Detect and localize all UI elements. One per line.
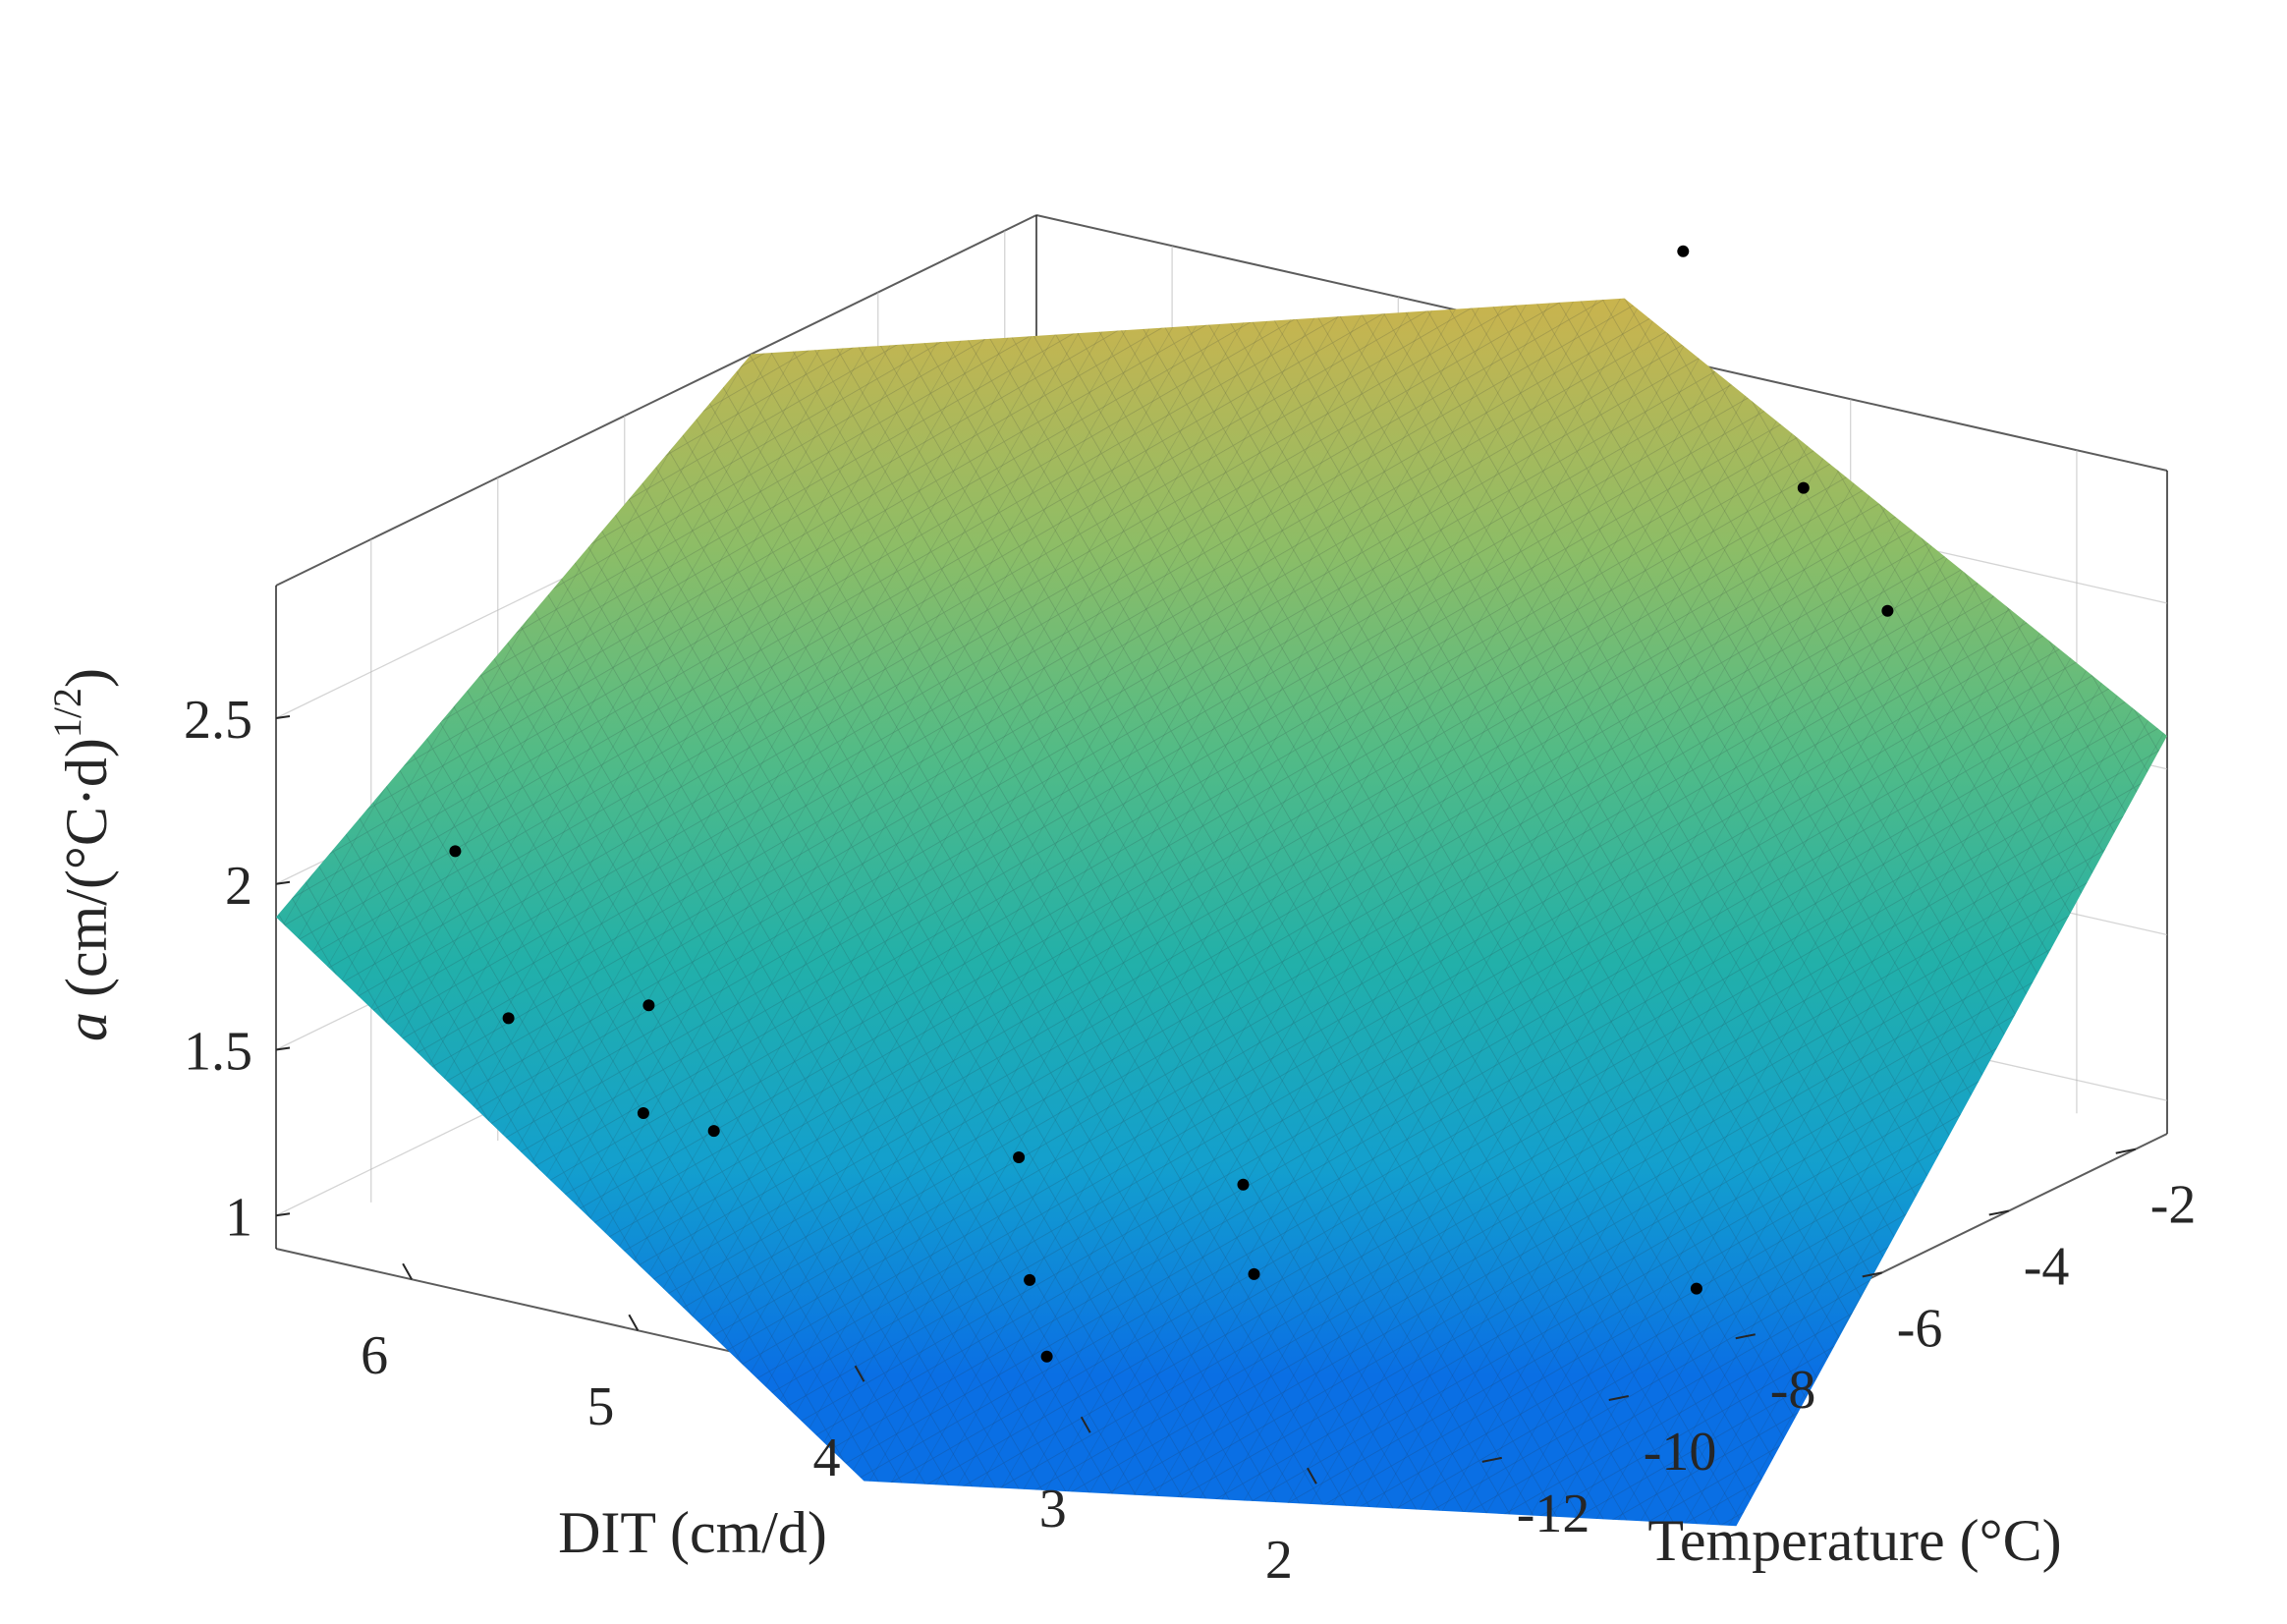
x-tick-label: 3 [1039,1479,1067,1540]
z-tick-label: 2 [225,856,252,917]
data-point [637,1107,649,1119]
data-point [1690,1282,1702,1295]
y-tick [1862,1271,1882,1278]
y-tick [1608,1395,1629,1402]
data-point [1237,1178,1250,1191]
data-point [1797,481,1810,494]
z-tick [275,1212,291,1217]
data-point [707,1125,720,1138]
z-axis-label-unit: (cm/(°C·d) [54,738,119,1012]
y-tick-label: -8 [1770,1360,1816,1421]
data-point [1248,1267,1260,1280]
data-point [1881,604,1894,617]
data-point [1013,1151,1026,1163]
data-point [1040,1350,1053,1363]
fitted-surface [276,298,2167,1527]
z-tick-label: 2.5 [184,690,252,751]
x-tick [1080,1416,1091,1433]
x-tick [854,1365,865,1382]
y-tick-label: -12 [1517,1484,1590,1544]
y-tick-label: -2 [2150,1175,2197,1236]
data-point [502,1012,515,1025]
x-tick [1307,1467,1317,1484]
y-axis-label: Temperature (°C) [1647,1508,2061,1573]
z-axis-label-exponent: 1/2 [45,688,89,738]
x-tick-label: 2 [1265,1530,1293,1591]
data-point [1677,245,1690,257]
x-tick-label: 4 [813,1428,841,1488]
surface-mesh-secondary [276,298,2167,1527]
axes-box-edge [275,214,1037,587]
z-tick [275,1046,291,1051]
data-point [642,999,655,1012]
x-axis-label: DIT (cm/d) [558,1500,827,1565]
y-tick [1735,1333,1756,1340]
y-tick-label: -6 [1897,1298,1943,1359]
y-tick-label: -4 [2024,1237,2070,1298]
z-tick [275,715,291,719]
x-tick [402,1262,413,1280]
y-tick [1988,1209,2009,1216]
z-tick-label: 1.5 [184,1022,252,1083]
y-tick [2115,1148,2136,1154]
z-tick-label: 1 [225,1187,252,1248]
x-tick [628,1314,640,1331]
z-axis-label-symbol: a [54,1012,119,1041]
data-point [1024,1273,1036,1286]
data-points [449,245,1894,1363]
axis-ticks: 1 1.5 2 2.5 2 3 4 5 6 -12 -10 -8 -6 -4 -2 [184,690,2196,1591]
z-tick [275,880,291,885]
data-point [449,845,462,858]
x-tick-label: 5 [586,1376,614,1437]
z-axis-label-close: ) [54,668,119,688]
x-tick-label: 6 [361,1325,388,1386]
y-tick-label: -10 [1644,1422,1717,1483]
z-axis-label: a (cm/(°C·d)1/2) [45,668,119,1041]
z-axis-label-text: a (cm/(°C·d)1/2) [45,668,119,1041]
y-tick [1481,1456,1502,1463]
